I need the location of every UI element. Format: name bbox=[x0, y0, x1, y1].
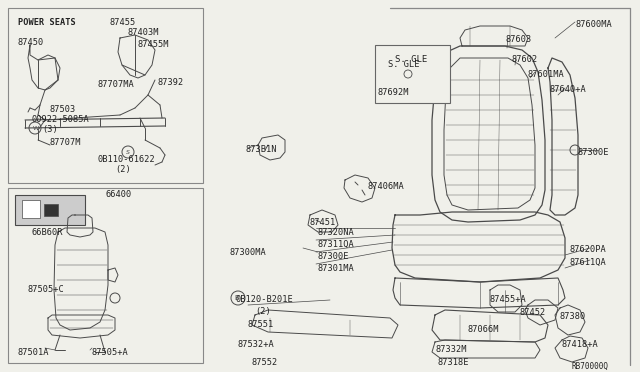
Bar bbox=[8, 8, 203, 183]
Text: 87300E: 87300E bbox=[318, 252, 349, 261]
Text: 87707M: 87707M bbox=[50, 138, 81, 147]
Text: 873B1N: 873B1N bbox=[245, 145, 276, 154]
Text: 87551: 87551 bbox=[248, 320, 275, 329]
Text: S. GLE: S. GLE bbox=[395, 55, 428, 64]
Text: W: W bbox=[33, 125, 39, 131]
Text: 87603: 87603 bbox=[505, 35, 531, 44]
Text: 87503: 87503 bbox=[50, 105, 76, 114]
Text: 87600MA: 87600MA bbox=[575, 20, 612, 29]
Text: 87452: 87452 bbox=[520, 308, 547, 317]
Text: 87640+A: 87640+A bbox=[550, 85, 587, 94]
Text: 87403M: 87403M bbox=[128, 28, 159, 37]
Text: 87418+A: 87418+A bbox=[562, 340, 599, 349]
Text: 87455+A: 87455+A bbox=[490, 295, 527, 304]
Text: RB70000Q: RB70000Q bbox=[572, 362, 609, 371]
Text: 87320NA: 87320NA bbox=[318, 228, 355, 237]
Text: 0B110-61622: 0B110-61622 bbox=[98, 155, 156, 164]
Text: 87601MA: 87601MA bbox=[528, 70, 564, 79]
Text: 87707MA: 87707MA bbox=[98, 80, 135, 89]
Text: B: B bbox=[234, 295, 239, 301]
Text: 87332M: 87332M bbox=[435, 345, 467, 354]
Text: 87380: 87380 bbox=[560, 312, 586, 321]
Text: (2): (2) bbox=[115, 165, 131, 174]
Text: POWER SEATS: POWER SEATS bbox=[18, 18, 76, 27]
Text: (2): (2) bbox=[255, 307, 271, 316]
Text: 87532+A: 87532+A bbox=[238, 340, 275, 349]
Text: 87311QA: 87311QA bbox=[318, 240, 355, 249]
Text: 87455: 87455 bbox=[110, 18, 136, 27]
Text: S: S bbox=[126, 150, 130, 154]
Text: 87505+A: 87505+A bbox=[92, 348, 129, 357]
Text: S. GLE: S. GLE bbox=[388, 60, 419, 69]
Text: 66B60R: 66B60R bbox=[32, 228, 63, 237]
Text: 87602: 87602 bbox=[512, 55, 538, 64]
Text: 87406MA: 87406MA bbox=[368, 182, 404, 191]
Bar bbox=[8, 188, 203, 363]
Text: 87318E: 87318E bbox=[438, 358, 470, 367]
Text: 87450: 87450 bbox=[18, 38, 44, 47]
Text: 87392: 87392 bbox=[158, 78, 184, 87]
Text: 87552: 87552 bbox=[252, 358, 278, 367]
Text: 87300MA: 87300MA bbox=[230, 248, 267, 257]
Bar bbox=[44, 204, 58, 216]
Text: 87300E: 87300E bbox=[578, 148, 609, 157]
Text: 66400: 66400 bbox=[105, 190, 131, 199]
Text: 87455M: 87455M bbox=[138, 40, 170, 49]
Text: 0B120-B201E: 0B120-B201E bbox=[235, 295, 292, 304]
Text: 87611QA: 87611QA bbox=[570, 258, 607, 267]
Bar bbox=[375, 45, 450, 103]
Text: 00922-5085A: 00922-5085A bbox=[32, 115, 90, 124]
Text: 87066M: 87066M bbox=[468, 325, 499, 334]
Text: 87501A: 87501A bbox=[18, 348, 49, 357]
Bar bbox=[15, 195, 85, 225]
Text: (3): (3) bbox=[42, 125, 58, 134]
Text: 87692M: 87692M bbox=[378, 88, 410, 97]
Bar bbox=[22, 200, 40, 218]
Text: 87451: 87451 bbox=[310, 218, 336, 227]
Text: 87301MA: 87301MA bbox=[318, 264, 355, 273]
Text: 87620PA: 87620PA bbox=[570, 245, 607, 254]
Text: 87505+C: 87505+C bbox=[28, 285, 65, 294]
